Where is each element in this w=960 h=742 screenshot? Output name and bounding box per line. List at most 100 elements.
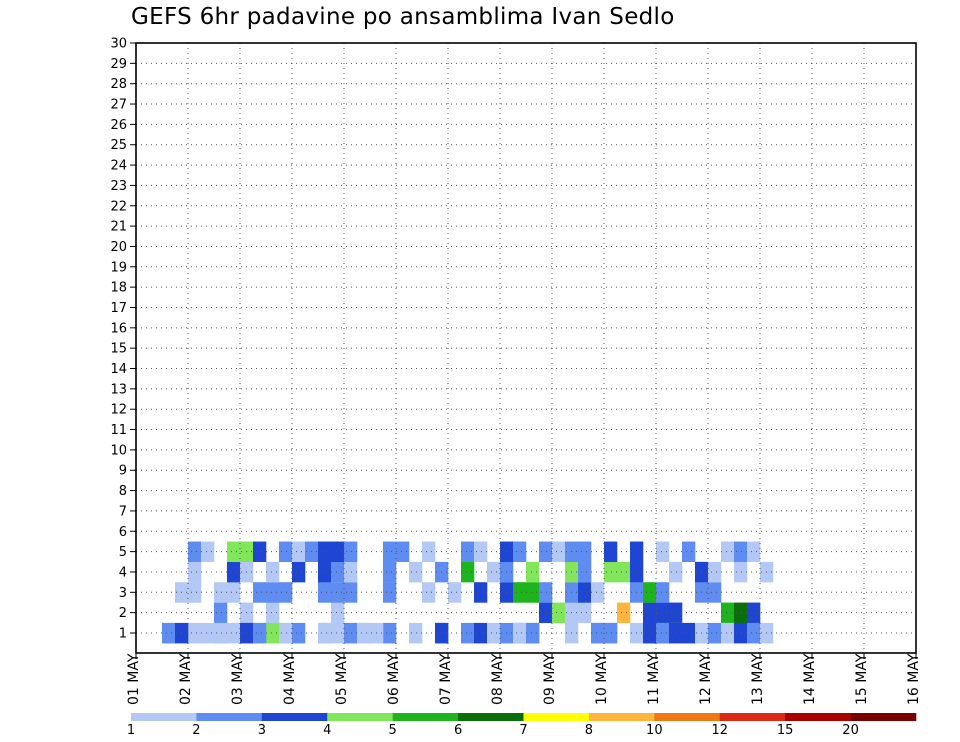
y-tick-label: 12: [110, 403, 127, 418]
heat-cell: [487, 622, 501, 644]
heat-cell: [227, 541, 241, 563]
y-tick-label: 19: [110, 260, 127, 275]
heat-cell: [279, 541, 293, 563]
y-tick-label: 9: [119, 464, 127, 479]
y-tick-label: 13: [110, 382, 127, 397]
x-axis: 01 MAY 02 MAY 03 MAY 04 MAY 05 MAY 06 MAY 07 M…: [126, 653, 922, 705]
colorbar-tick-label: 5: [389, 723, 397, 738]
colorbar-swatch: [392, 713, 459, 721]
heat-cell: [383, 582, 397, 603]
heat-cell: [617, 602, 631, 624]
y-tick-label: 25: [110, 138, 127, 153]
heat-cell: [487, 561, 501, 583]
colorbar-swatch: [458, 713, 524, 721]
x-tick-label: 10 MAY: [594, 653, 610, 705]
heat-cell: [526, 582, 540, 603]
heat-cell: [513, 541, 527, 563]
heat-cell: [604, 561, 618, 583]
heat-cell: [513, 582, 527, 603]
heat-cell: [253, 622, 267, 644]
heat-cell: [331, 582, 345, 603]
y-tick-label: 14: [110, 362, 127, 377]
heat-cell: [266, 622, 280, 644]
heat-cell: [747, 602, 761, 624]
x-tick-label: 06 MAY: [386, 653, 402, 705]
heat-cell: [734, 602, 748, 624]
heat-cell: [214, 602, 228, 624]
heat-cell: [539, 602, 553, 624]
cells-layer: [162, 541, 774, 644]
heat-cell: [513, 622, 527, 644]
heat-cell: [474, 582, 488, 603]
x-tick-label: 03 MAY: [230, 653, 246, 705]
heat-cell: [448, 582, 462, 603]
heat-cell: [292, 622, 306, 644]
heat-cell: [266, 561, 280, 583]
colorbar-swatch: [785, 713, 851, 721]
x-tick-label: 02 MAY: [178, 653, 194, 705]
colorbar-tick-label: 3: [258, 723, 266, 738]
heat-cell: [461, 622, 475, 644]
y-tick-label: 2: [119, 606, 127, 621]
y-tick-label: 15: [110, 342, 127, 357]
heat-cell: [357, 622, 371, 644]
heat-cell: [591, 582, 605, 603]
heat-cell: [643, 582, 657, 603]
x-tick-label: 12 MAY: [698, 653, 714, 705]
y-tick-label: 26: [110, 118, 127, 133]
heat-cell: [422, 582, 436, 603]
colorbar-tick-label: 8: [585, 723, 593, 738]
heat-cell: [747, 622, 761, 644]
y-tick-label: 3: [119, 586, 127, 601]
colorbar-tick-label: 20: [842, 723, 859, 738]
heat-cell: [656, 602, 670, 624]
heat-cell: [331, 541, 345, 563]
heat-cell: [604, 622, 618, 644]
y-tick-label: 23: [110, 179, 127, 194]
colorbar-tick-label: 6: [454, 723, 462, 738]
heat-cell: [253, 582, 267, 603]
heat-cell: [552, 541, 566, 563]
heat-cell: [214, 622, 228, 644]
heat-cell: [643, 602, 657, 624]
y-tick-label: 7: [119, 504, 127, 519]
heat-cell: [617, 561, 631, 583]
y-tick-label: 20: [110, 240, 127, 255]
heat-cell: [708, 582, 722, 603]
heat-cell: [656, 541, 670, 563]
heat-cell: [344, 622, 358, 644]
heat-cell: [318, 561, 332, 583]
x-tick-label: 11 MAY: [646, 653, 662, 705]
y-tick-label: 24: [110, 159, 127, 174]
colorbar-swatch: [588, 713, 655, 721]
heat-cell: [188, 582, 202, 603]
heat-cell: [604, 541, 618, 563]
heat-cell: [474, 541, 488, 563]
colorbar-swatch: [719, 713, 786, 721]
chart-title: GEFS 6hr padavine po ansamblima Ivan Sed…: [131, 4, 675, 30]
colorbar-swatch: [850, 713, 917, 721]
y-tick-label: 4: [119, 565, 127, 580]
heat-cell: [188, 622, 202, 644]
heat-cell: [331, 561, 345, 583]
y-tick-label: 22: [110, 199, 127, 214]
heat-cell: [344, 561, 358, 583]
y-tick-label: 5: [119, 545, 127, 560]
heat-cell: [279, 582, 293, 603]
heat-cell: [383, 561, 397, 583]
heat-cell: [721, 602, 735, 624]
heat-cell: [201, 622, 215, 644]
heat-cell: [682, 541, 696, 563]
heat-cell: [734, 541, 748, 563]
heat-cell: [591, 622, 605, 644]
colorbar-tick-label: 4: [323, 723, 331, 738]
heat-cell: [708, 561, 722, 583]
heat-cell: [383, 622, 397, 644]
heat-cell: [734, 561, 748, 583]
heat-cell: [188, 541, 202, 563]
heat-cell: [409, 622, 423, 644]
heat-cell: [227, 582, 241, 603]
y-tick-label: 11: [110, 423, 127, 438]
heat-cell: [201, 541, 215, 563]
